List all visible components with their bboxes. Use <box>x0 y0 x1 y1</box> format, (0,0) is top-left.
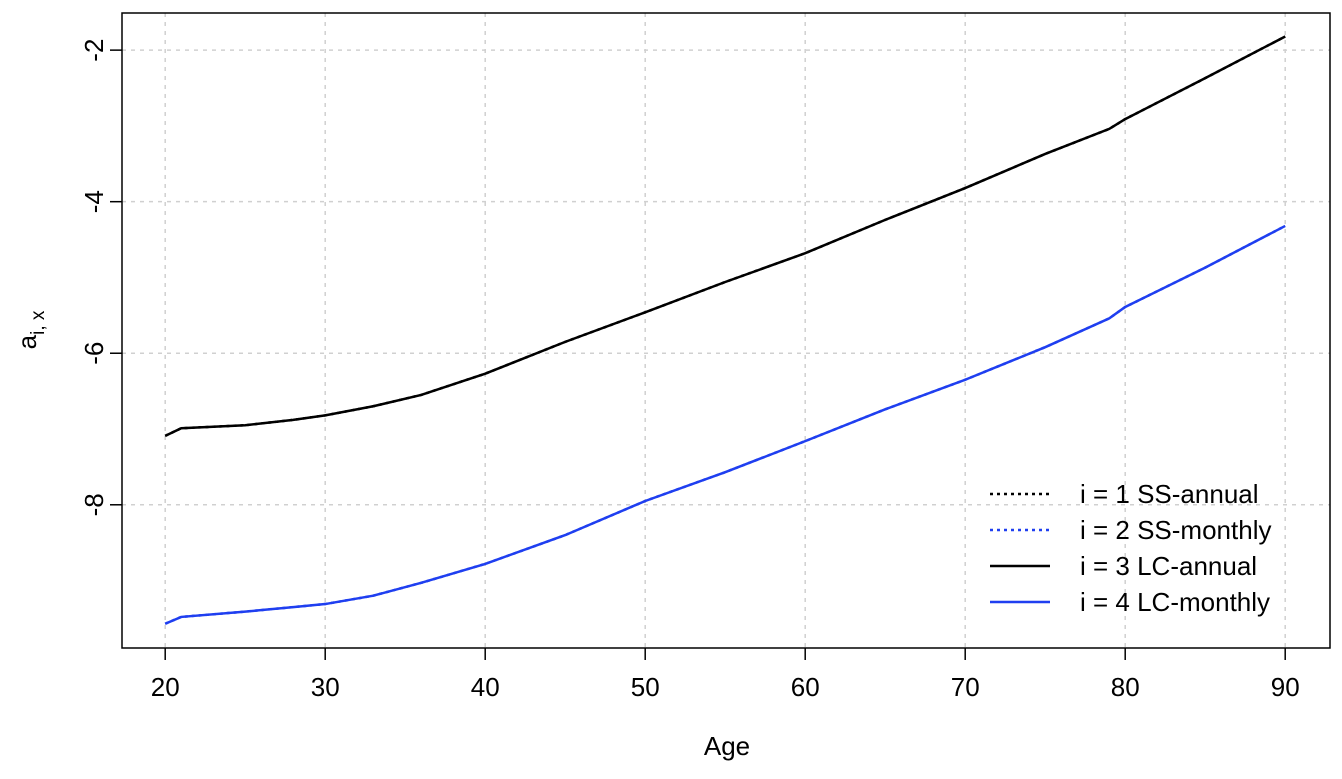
x-tick-label: 30 <box>311 672 340 702</box>
y-axis-label: ai, x <box>12 310 49 349</box>
plot-frame <box>121 12 1331 649</box>
x-tick-label: 50 <box>631 672 660 702</box>
y-tick-label: -2 <box>79 39 109 62</box>
legend-label: i = 4 LC-monthly <box>1080 587 1270 617</box>
y-label-base: a <box>12 334 42 349</box>
series-line <box>164 224 1286 625</box>
series-line <box>164 35 1286 437</box>
y-tick-label: -8 <box>79 493 109 516</box>
legend-label: i = 3 LC-annual <box>1080 551 1257 581</box>
y-label-subscript: i, x <box>28 310 49 335</box>
x-tick-label: 70 <box>951 672 980 702</box>
legend-label: i = 1 SS-annual <box>1080 479 1259 509</box>
y-tick-label: -4 <box>79 190 109 213</box>
x-tick-label: 90 <box>1271 672 1300 702</box>
x-tick-label: 60 <box>791 672 820 702</box>
x-axis-label: Age <box>704 731 750 761</box>
y-tick-label: -6 <box>79 342 109 365</box>
x-tick-label: 80 <box>1111 672 1140 702</box>
series-line <box>164 35 1286 437</box>
x-tick-label: 20 <box>151 672 180 702</box>
x-tick-label: 40 <box>471 672 500 702</box>
legend-label: i = 2 SS-monthly <box>1080 515 1271 545</box>
